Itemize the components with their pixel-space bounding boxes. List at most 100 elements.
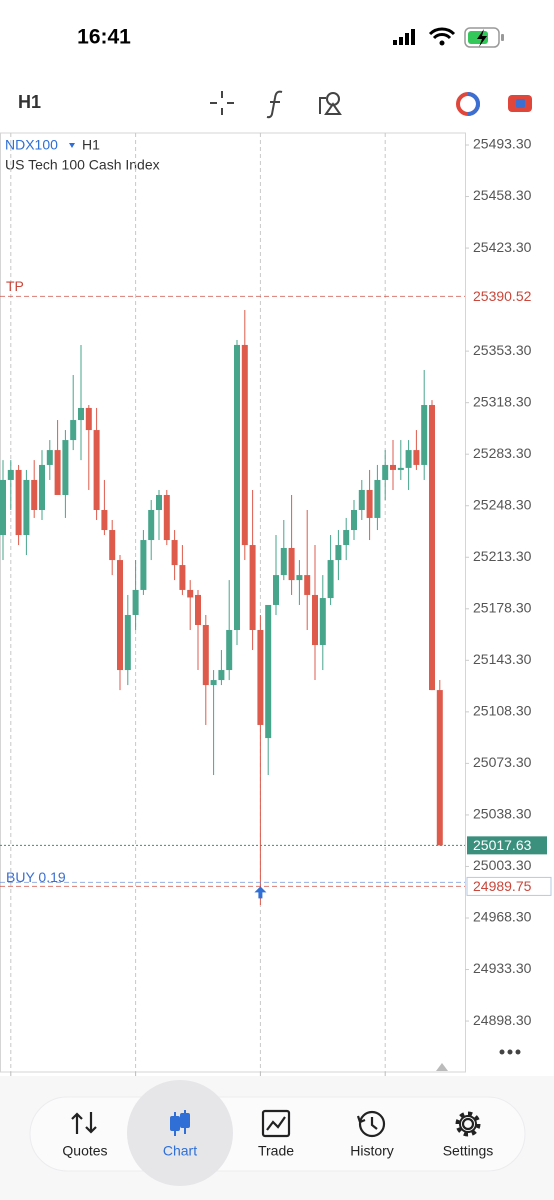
candle-body xyxy=(241,344,248,546)
candle-body xyxy=(304,575,311,595)
candle-body xyxy=(319,598,326,646)
y-tick-label: 25493.30 xyxy=(473,136,532,152)
current-price-box xyxy=(467,836,547,855)
candle-body xyxy=(413,450,420,465)
nav-icon xyxy=(356,1115,378,1130)
nav-icon xyxy=(266,1116,286,1131)
candle-body xyxy=(54,450,61,495)
nav-bar xyxy=(29,1096,526,1172)
nav-item[interactable] xyxy=(170,1110,190,1136)
candle-body xyxy=(132,589,139,615)
candle-body xyxy=(101,509,108,531)
nav-icon xyxy=(180,1113,190,1128)
candle-body xyxy=(327,560,334,599)
y-tick-label: 25248.30 xyxy=(473,496,532,512)
candle-body xyxy=(171,540,178,566)
candle-body xyxy=(288,547,295,581)
candle-body xyxy=(296,575,303,581)
candle-body xyxy=(124,614,131,671)
trade-icon[interactable] xyxy=(508,95,532,112)
level-price-box xyxy=(466,876,552,896)
level-name: BUY 0.19 xyxy=(6,869,66,885)
y-tick-label: 25038.30 xyxy=(473,806,532,822)
candle-body xyxy=(382,464,389,480)
chart-timeframe: H1 xyxy=(82,137,100,153)
candle-body xyxy=(202,624,209,686)
nav-item[interactable] xyxy=(356,1110,386,1138)
nav-item[interactable] xyxy=(261,1109,291,1138)
candle-body xyxy=(187,589,194,598)
nav-icon xyxy=(170,1110,190,1136)
candle-body xyxy=(374,479,381,518)
nav-icon xyxy=(170,1116,180,1131)
candle-body xyxy=(117,560,123,671)
y-tick-label: 25143.30 xyxy=(473,651,532,667)
nav-label[interactable]: Chart xyxy=(163,1143,197,1159)
nav-label[interactable]: Quotes xyxy=(62,1143,107,1159)
nav-label[interactable]: History xyxy=(350,1143,394,1159)
symbol-dropdown[interactable] xyxy=(69,143,75,148)
toolbar-timeframe[interactable]: H1 xyxy=(18,92,41,112)
candle-body xyxy=(265,604,272,739)
candle-body xyxy=(93,430,100,510)
account-icon[interactable] xyxy=(456,92,480,116)
chart: NDX100 H1 US Tech 100 Cash Index 25493.3… xyxy=(0,132,552,1090)
candle-body xyxy=(195,594,201,625)
candle-body xyxy=(23,479,30,536)
crosshair-icon[interactable] xyxy=(210,91,234,115)
nav-icon xyxy=(459,1115,477,1133)
candle-body xyxy=(234,344,240,630)
nav-active-highlight xyxy=(127,1080,233,1186)
candle-body xyxy=(140,540,147,590)
y-tick-label: 25108.30 xyxy=(473,703,532,719)
candle-body xyxy=(366,489,373,518)
y-tick-label: 25458.30 xyxy=(473,187,532,203)
scroll-marker xyxy=(436,1063,448,1071)
y-tick-label: 25318.30 xyxy=(473,393,532,409)
candle-body xyxy=(397,467,404,470)
nav-label[interactable]: Settings xyxy=(443,1143,494,1159)
candle-body xyxy=(436,690,443,846)
y-tick-label: 25213.30 xyxy=(473,548,532,564)
candle-body xyxy=(280,547,287,576)
chart-symbol[interactable]: NDX100 xyxy=(5,137,58,153)
nav-icons: Quotes Chart Trade History Settings xyxy=(62,1109,494,1159)
objects-icon[interactable] xyxy=(319,92,342,115)
y-tick-label: 24898.30 xyxy=(473,1012,532,1028)
candle-body xyxy=(405,450,412,468)
candle-body xyxy=(429,405,435,691)
y-tick-label: 24968.30 xyxy=(473,909,532,925)
nav-icon xyxy=(261,1109,291,1138)
nav-icon xyxy=(455,1111,481,1137)
candle-body xyxy=(218,670,225,681)
candle-body xyxy=(312,594,318,646)
more-button[interactable] xyxy=(499,1049,521,1055)
chart-description: US Tech 100 Cash Index xyxy=(5,157,160,173)
y-tick-label: 25178.30 xyxy=(473,599,532,615)
nav-icon xyxy=(358,1110,386,1138)
y-tick-label: 25073.30 xyxy=(473,754,532,770)
level-name: TP xyxy=(6,278,24,294)
candle-body xyxy=(210,680,217,686)
candle-body xyxy=(78,407,84,421)
status-icons xyxy=(393,27,504,48)
nav-label[interactable]: Trade xyxy=(258,1143,294,1159)
candle-body xyxy=(335,545,342,561)
level-price-label: 25390.52 xyxy=(473,288,532,304)
nav-item[interactable] xyxy=(71,1112,97,1134)
candle-body xyxy=(39,464,45,510)
indicator-icon[interactable] xyxy=(266,90,283,119)
candle-body xyxy=(62,440,69,495)
candle-body xyxy=(421,405,428,465)
nav-icon xyxy=(461,1117,475,1131)
candle-body xyxy=(7,469,14,480)
y-tick-label: 25423.30 xyxy=(473,239,532,255)
candle-body xyxy=(46,450,53,465)
candle-body xyxy=(179,565,186,590)
y-tick-label: 25283.30 xyxy=(473,445,532,461)
chart-frame xyxy=(0,132,466,1073)
nav-item[interactable] xyxy=(455,1111,481,1137)
candle-body xyxy=(163,494,170,541)
candle-body xyxy=(15,469,22,536)
